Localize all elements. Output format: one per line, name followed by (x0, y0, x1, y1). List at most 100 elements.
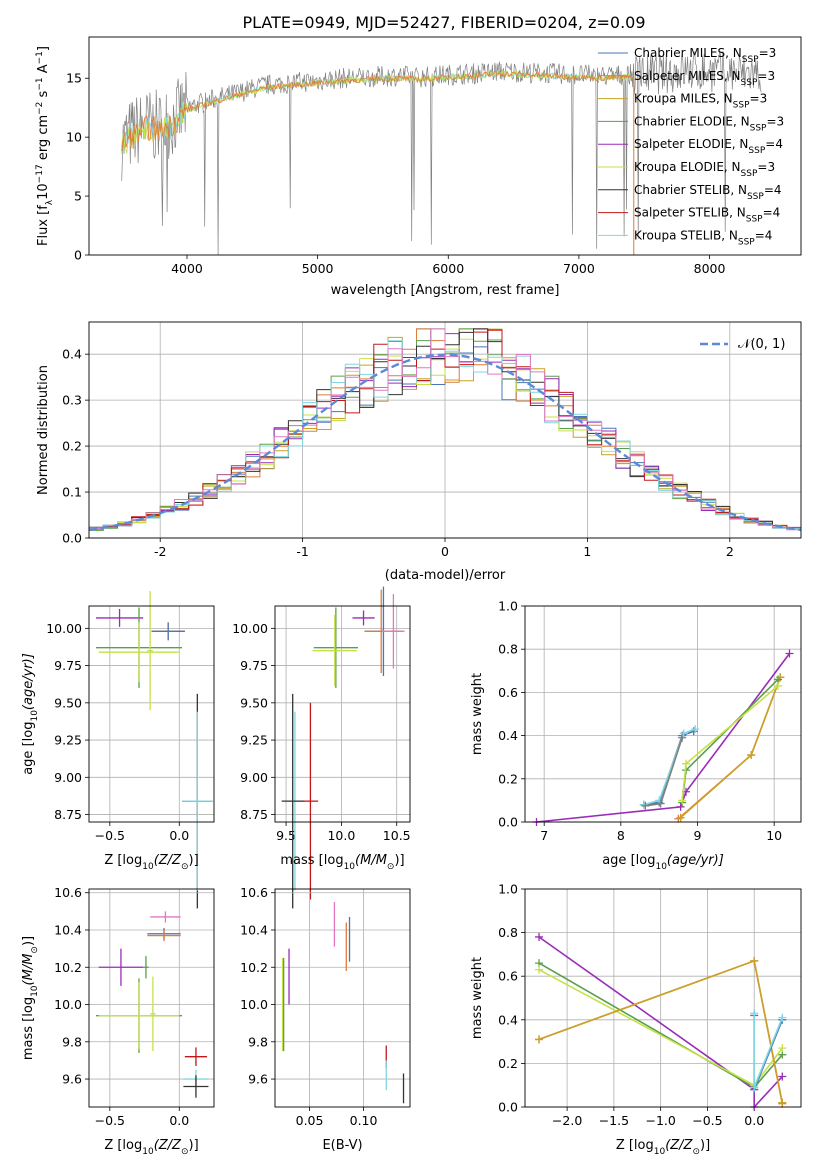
label-part: Chabrier STELIB, N (634, 183, 747, 197)
y-tick-label: 0.1 (62, 485, 82, 500)
y-tick-label: 0.2 (498, 1056, 518, 1071)
label-part: SSP (747, 192, 764, 202)
label-part: Z [log (104, 1138, 142, 1153)
y-tick-label: 0.6 (498, 969, 518, 984)
y-axis-label: mass weight (470, 673, 485, 755)
weight-marker (774, 681, 782, 690)
residuals-panel: -2 -1 0 1 2 0.0 0.1 0.2 0.3 0.4 (data-model)/error… (36, 321, 802, 583)
label-part: s (36, 90, 51, 101)
x-tick-label: 0.0 (744, 1113, 764, 1128)
x-tick-label: −0.5 (692, 1113, 722, 1128)
weight-marker (682, 759, 690, 768)
label-part: Flux [f (36, 205, 51, 246)
label-part: =3 (750, 92, 768, 106)
x-tick-label: 6000 (432, 261, 464, 276)
spectrum-panel: 4000 5000 6000 7000 8000 0 5 10 15 wavelength [An… (35, 36, 802, 298)
y-tick-label: 9.75 (240, 658, 268, 673)
x-tick-label: 1 (583, 544, 591, 559)
label-part: Salpeter STELIB, N (634, 206, 746, 220)
label-part: SSP (738, 237, 755, 247)
label-part: −17 (35, 164, 45, 183)
mass-vs-metallicity-panel: −0.5 0.09.69.810.010.210.410.6Z [log10(Z/… (21, 885, 215, 1157)
weight-series (676, 673, 785, 822)
label-part: (M/M (355, 853, 387, 868)
label-part: )] (394, 853, 404, 868)
y-tick-label: 0.2 (62, 439, 82, 454)
label-part: mass [log (21, 997, 36, 1060)
y-tick-label: 0.0 (498, 815, 518, 830)
data-point (147, 591, 153, 711)
label-part: =4 (765, 137, 783, 151)
y-tick-label: 10.6 (240, 885, 268, 900)
y-tick-label: 10.6 (54, 885, 82, 900)
data-point (98, 622, 180, 682)
y-tick-label: 0.2 (498, 771, 518, 786)
label-part: =3 (766, 114, 784, 128)
label-part: Salpeter ELODIE, N (634, 137, 748, 151)
data-spectrum-line (121, 51, 762, 255)
y-tick-label: 9.6 (62, 1072, 82, 1087)
label-part: mass [log (280, 853, 343, 868)
weight-series (535, 956, 787, 1107)
label-part: SSP (733, 101, 750, 111)
y-tick-label: 0 (74, 248, 82, 263)
mass-vs-ebv-panel: 0.05 0.10 9.6 9.8 10.0 10.2 10.4 10.6 E(B-V) (240, 885, 411, 1153)
y-tick-label: 0.3 (62, 393, 82, 408)
axes-frame (274, 888, 411, 1108)
label-part: (M/M (21, 954, 36, 986)
x-tick-label: 10 (766, 828, 782, 843)
axes-frame (524, 605, 802, 823)
y-tick-label: 9.50 (54, 695, 82, 710)
label-part: (age/yr)] (667, 853, 724, 868)
x-tick-label: 7000 (563, 261, 595, 276)
weight-marker (535, 932, 544, 941)
weight-marker (679, 729, 688, 738)
weight-marker (750, 956, 759, 965)
weight-marker (678, 733, 687, 742)
label-part: Salpeter MILES, N (634, 69, 741, 83)
weight-marker (641, 801, 650, 810)
weight-series (678, 681, 782, 805)
data-point (182, 711, 213, 891)
weight-line (753, 1013, 784, 1088)
weight-marker (750, 1009, 759, 1018)
y-tick-label: 10.0 (240, 997, 268, 1012)
label-part: SSP (741, 169, 758, 179)
model-spectrum-line (121, 70, 635, 151)
legend-entry: Chabrier ELODIE, NSSP=3 (634, 114, 784, 133)
x-tick-label: 9.5 (276, 828, 296, 843)
x-tick-label: −0.5 (95, 1113, 125, 1128)
axes-frame (524, 888, 802, 1108)
label-part: SSP (748, 146, 765, 156)
data-point (150, 911, 181, 923)
label-part: Kroupa ELODIE, N (634, 160, 741, 174)
y-axis-label: Flux [fλ10−17 erg cm−2 s−1 A−1] (35, 46, 55, 246)
x-tick-label: 2 (726, 544, 734, 559)
weight-marker (676, 813, 685, 822)
data-point (147, 929, 181, 942)
label-part: =3 (759, 46, 777, 60)
label-part: −2 (35, 102, 45, 115)
x-tick-label: 0.10 (350, 1113, 378, 1128)
y-tick-label: 9.75 (54, 658, 82, 673)
label-part: −1 (35, 51, 45, 64)
y-tick-label: 9.25 (240, 733, 268, 748)
legend-entry: Kroupa ELODIE, NSSP=3 (634, 160, 775, 179)
label-part: 10 (30, 985, 40, 997)
weight-marker (778, 1013, 787, 1022)
x-tick-label: −1.0 (645, 1113, 675, 1128)
label-part: )] (189, 1138, 199, 1153)
label-part: 10 (344, 862, 356, 872)
x-tick-label: 9 (694, 828, 702, 843)
label-part: 10 (654, 1147, 666, 1157)
label-part: =3 (757, 160, 775, 174)
weight-marker (750, 1083, 759, 1092)
y-tick-label: 10.00 (232, 621, 268, 636)
x-axis-label: E(B-V) (322, 1138, 362, 1153)
y-tick-label: 10.2 (240, 960, 268, 975)
weight-series (674, 673, 785, 823)
y-axis-label: mass [log10(M/M⊙)] (21, 936, 40, 1060)
label-part: Chabrier MILES, N (634, 46, 742, 60)
x-tick-label: 0.05 (296, 1113, 324, 1128)
age-vs-mass-panel: 9.5 10.0 10.5 8.75 9.00 9.25 9.50 9.75 10.00 mass… (232, 586, 411, 909)
